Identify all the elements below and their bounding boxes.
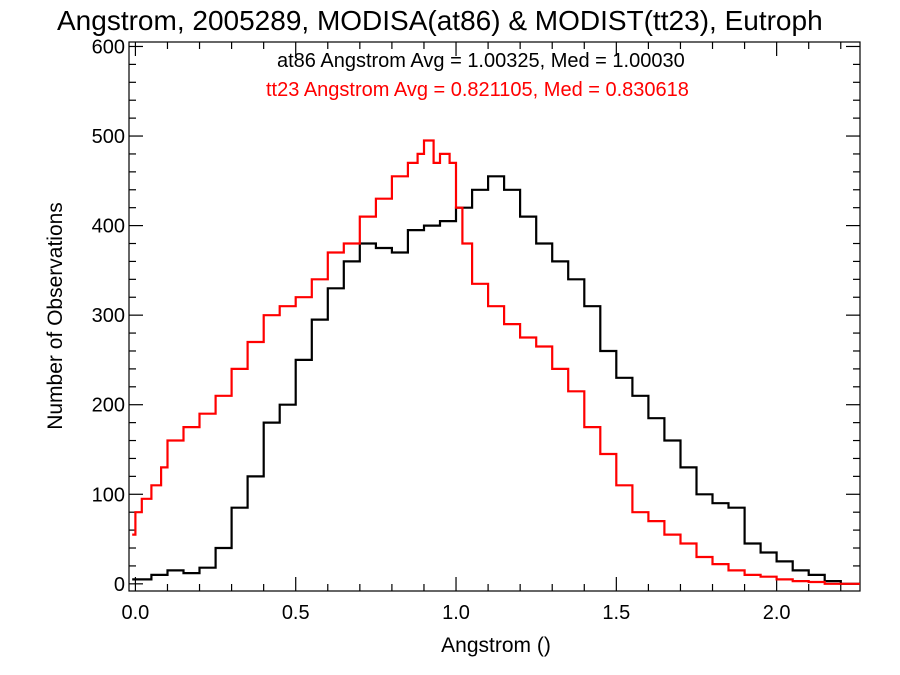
y-tick-label: 200 xyxy=(92,395,125,417)
x-tick-label: 2.0 xyxy=(763,602,791,624)
y-tick-label: 100 xyxy=(92,484,125,506)
y-axis-title: Number of Observations xyxy=(44,202,67,430)
y-tick-label: 300 xyxy=(92,305,125,327)
plot-frame xyxy=(128,41,861,592)
chart-title: Angstrom, 2005289, MODISA(at86) & MODIST… xyxy=(57,5,823,36)
x-tick-label: 1.0 xyxy=(442,602,470,624)
legend-at86-stats: at86 Angstrom Avg = 1.00325, Med = 1.000… xyxy=(277,50,685,72)
y-tick-label: 0 xyxy=(114,574,125,596)
series-tt23-line xyxy=(132,139,860,585)
y-tick-label: 500 xyxy=(92,126,125,148)
x-axis-title: Angstrom () xyxy=(441,634,551,657)
series-layer xyxy=(132,139,860,585)
legend-tt23-stats: tt23 Angstrom Avg = 0.821105, Med = 0.83… xyxy=(266,79,689,101)
x-tick-label: 0.5 xyxy=(282,602,310,624)
x-tick-label: 0.0 xyxy=(122,602,150,624)
x-tick-label: 1.5 xyxy=(602,602,630,624)
axis-ticks: 0.0 0.5 1.0 1.5 2.0 0 100 200 300 400 500 600 xyxy=(92,36,860,624)
plot-axes xyxy=(128,41,861,592)
series-at86-line xyxy=(132,175,860,585)
y-tick-label: 400 xyxy=(92,216,125,238)
y-tick-label: 600 xyxy=(92,36,125,58)
